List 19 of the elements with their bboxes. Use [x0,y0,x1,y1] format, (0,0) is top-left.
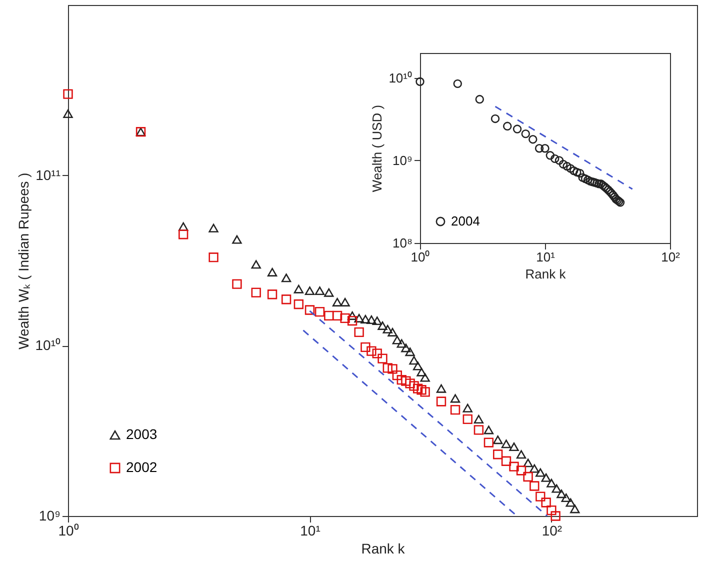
x-tick-label: 10² [661,250,681,264]
y-axis-title: Wealth Wₖ ( Indian Rupees ) [15,172,32,350]
legend-label: 2003 [126,426,158,442]
y-axis-title: Wealth ( USD ) [370,104,385,192]
x-tick-label: 10¹ [300,522,321,538]
y-tick-label: 10¹⁰ [388,70,412,86]
y-tick-label: 10⁹ [392,152,412,168]
x-tick-label: 10¹ [536,250,556,264]
y-tick-label: 10⁹ [38,508,60,524]
x-tick-label: 10⁰ [410,250,430,264]
y-tick-label: 10⁸ [392,236,412,250]
legend-label: 2004 [451,214,480,228]
x-axis-title: Rank k [361,540,406,556]
x-tick-label: 10⁰ [58,522,79,538]
y-tick-label: 10¹¹ [36,166,61,183]
legend-label: 2002 [126,459,158,475]
x-axis-title: Rank k [525,266,566,282]
y-tick-label: 10¹⁰ [35,337,60,354]
x-tick-label: 10² [542,522,562,538]
